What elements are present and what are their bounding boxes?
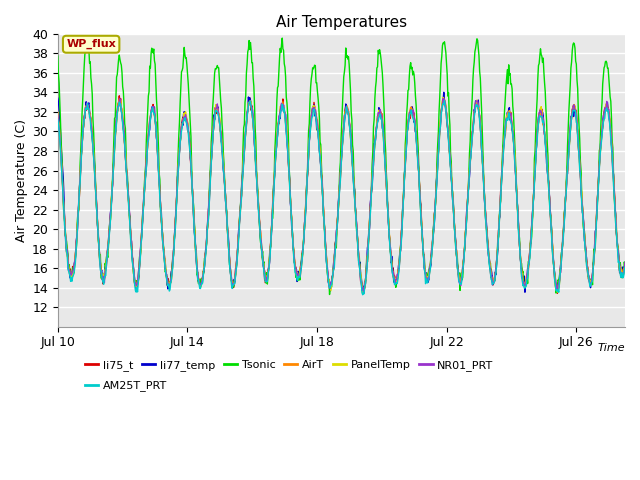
AirT	[371, 149, 378, 155]
AirT	[337, 163, 345, 169]
li75_t	[554, 290, 561, 296]
li77_temp	[374, 113, 381, 119]
NR01_PRT	[621, 259, 629, 265]
PanelTemp	[371, 140, 379, 146]
Line: NR01_PRT: NR01_PRT	[58, 98, 625, 291]
li77_temp	[337, 159, 345, 165]
PanelTemp	[198, 280, 205, 286]
AirT	[436, 129, 444, 135]
li77_temp	[296, 265, 304, 271]
AirT	[54, 109, 61, 115]
NR01_PRT	[374, 119, 381, 125]
AirT	[296, 267, 304, 273]
Line: AM25T_PRT: AM25T_PRT	[58, 101, 625, 295]
li77_temp	[54, 95, 61, 101]
AirT	[373, 121, 381, 127]
NR01_PRT	[337, 157, 345, 163]
li75_t	[298, 261, 305, 267]
Legend: AM25T_PRT: AM25T_PRT	[81, 376, 172, 396]
Tsonic	[198, 277, 205, 283]
AirT	[621, 261, 629, 266]
Tsonic	[298, 261, 305, 266]
PanelTemp	[436, 117, 444, 123]
AirT	[439, 95, 447, 101]
li75_t	[54, 111, 61, 117]
li75_t	[115, 93, 123, 99]
AM25T_PRT	[436, 124, 444, 130]
Tsonic	[621, 264, 629, 270]
li77_temp	[360, 289, 368, 295]
AM25T_PRT	[296, 268, 304, 274]
li75_t	[436, 121, 444, 127]
AM25T_PRT	[441, 98, 449, 104]
PanelTemp	[359, 290, 367, 296]
PanelTemp	[374, 113, 381, 119]
Tsonic	[339, 102, 346, 108]
Line: PanelTemp: PanelTemp	[58, 97, 625, 293]
li77_temp	[621, 264, 629, 269]
li77_temp	[198, 280, 205, 286]
NR01_PRT	[198, 279, 205, 285]
PanelTemp	[296, 264, 304, 270]
NR01_PRT	[439, 96, 447, 101]
PanelTemp	[621, 263, 629, 268]
Y-axis label: Air Temperature (C): Air Temperature (C)	[15, 119, 28, 242]
Tsonic	[54, 53, 61, 59]
Line: li75_t: li75_t	[58, 96, 625, 293]
li75_t	[374, 116, 381, 121]
Tsonic	[372, 84, 380, 90]
AM25T_PRT	[371, 141, 379, 147]
Title: Air Temperatures: Air Temperatures	[276, 15, 407, 30]
PanelTemp	[439, 95, 447, 100]
Text: Time: Time	[597, 343, 625, 353]
PanelTemp	[337, 163, 345, 168]
Text: WP_flux: WP_flux	[67, 39, 116, 49]
AM25T_PRT	[54, 117, 61, 123]
AM25T_PRT	[374, 119, 381, 125]
NR01_PRT	[436, 123, 444, 129]
li77_temp	[371, 142, 379, 147]
Line: Tsonic: Tsonic	[58, 38, 625, 295]
Tsonic	[374, 48, 382, 53]
AM25T_PRT	[198, 280, 205, 286]
AirT	[198, 279, 205, 285]
AM25T_PRT	[359, 292, 367, 298]
Line: li77_temp: li77_temp	[58, 92, 625, 292]
li77_temp	[436, 119, 444, 124]
li75_t	[338, 152, 346, 157]
Tsonic	[326, 292, 333, 298]
Line: AirT: AirT	[58, 98, 625, 291]
li75_t	[371, 139, 379, 144]
NR01_PRT	[371, 137, 379, 143]
PanelTemp	[54, 110, 61, 116]
NR01_PRT	[54, 111, 61, 117]
li75_t	[621, 263, 629, 269]
AM25T_PRT	[337, 164, 345, 170]
AirT	[554, 288, 561, 294]
Tsonic	[437, 60, 445, 66]
NR01_PRT	[296, 271, 304, 276]
li77_temp	[440, 89, 447, 95]
Tsonic	[278, 35, 286, 41]
AM25T_PRT	[621, 264, 629, 270]
li75_t	[198, 276, 206, 282]
NR01_PRT	[360, 288, 368, 294]
